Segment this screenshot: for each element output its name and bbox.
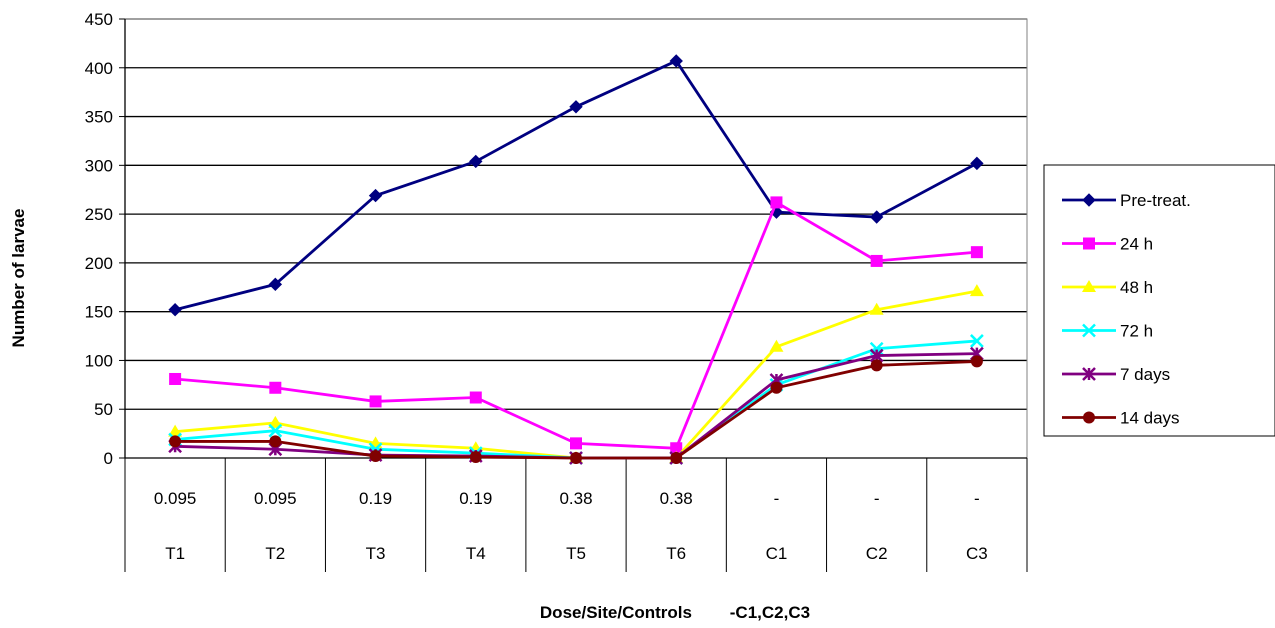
data-point: [569, 100, 583, 114]
legend-item: 24 h: [1062, 235, 1153, 254]
legend-label: 72 h: [1120, 322, 1153, 341]
data-point: [1082, 367, 1096, 381]
series-line: [174, 200, 978, 450]
category-label: T6: [666, 544, 686, 563]
data-point: [570, 452, 582, 464]
dose-label: 0.38: [660, 489, 693, 508]
data-point: [168, 303, 182, 317]
data-point: [168, 424, 183, 437]
data-point: [469, 451, 482, 464]
category-label: C3: [966, 544, 988, 563]
y-tick-label: 350: [85, 108, 113, 127]
category-label: T3: [366, 544, 386, 563]
legend: Pre-treat. 24 h 48 h 72 h 7 days 14 days: [1043, 164, 1275, 437]
legend-item: 14 days: [1062, 409, 1180, 428]
y-tick-label: 450: [85, 10, 113, 29]
data-point: [869, 302, 884, 315]
data-point: [670, 452, 683, 464]
data-point: [169, 435, 182, 448]
data-point: [770, 381, 783, 394]
y-tick-label: 250: [85, 205, 113, 224]
y-axis-ticks: 0 50 100 150 200 250 300 350 400 450: [85, 10, 125, 468]
data-point: [870, 254, 883, 267]
gridlines: [125, 18, 1027, 410]
legend-label: 7 days: [1120, 365, 1170, 384]
data-point: [269, 435, 282, 448]
legend-label: 24 h: [1120, 235, 1153, 254]
data-point: [268, 415, 283, 428]
data-point: [1082, 280, 1096, 292]
data-point: [369, 450, 382, 463]
series-pre-treat: [168, 54, 984, 317]
y-tick-label: 50: [94, 400, 113, 419]
dose-label: 0.095: [254, 489, 297, 508]
legend-item: 7 days: [1062, 365, 1170, 384]
category-label: C1: [766, 544, 788, 563]
dose-label: 0.19: [459, 489, 492, 508]
series-14-days: [169, 355, 983, 464]
legend-item: Pre-treat.: [1062, 191, 1191, 210]
y-tick-label: 400: [85, 59, 113, 78]
legend-box: [1043, 164, 1275, 437]
data-point: [870, 359, 883, 372]
y-tick-label: 0: [104, 449, 113, 468]
data-point: [570, 437, 582, 450]
legend-entries: Pre-treat. 24 h 48 h 72 h 7 days 14 days: [1062, 191, 1191, 428]
category-label: T4: [466, 544, 486, 563]
data-point: [669, 54, 683, 68]
category-label: T5: [566, 544, 586, 563]
data-point: [1083, 411, 1095, 424]
legend-label: 14 days: [1120, 409, 1180, 428]
data-point: [268, 277, 283, 292]
series-group: [168, 54, 984, 465]
data-point: [970, 246, 983, 259]
data-point: [469, 154, 483, 169]
category-label: T1: [165, 544, 185, 563]
dose-label: -: [874, 489, 880, 508]
series-48-h: [168, 284, 984, 463]
category-label: C2: [866, 544, 888, 563]
plot-frame: [124, 18, 1028, 459]
plot-area-border: [124, 18, 1028, 459]
data-point: [169, 372, 182, 385]
y-tick-label: 300: [85, 156, 113, 175]
dose-label: -: [774, 489, 780, 508]
y-tick-label: 100: [85, 351, 113, 370]
data-point: [770, 196, 783, 209]
data-point: [970, 355, 983, 368]
data-point: [269, 381, 282, 394]
data-point: [469, 391, 482, 404]
y-axis-title: Number of larvae: [9, 209, 28, 348]
legend-label: Pre-treat.: [1120, 191, 1191, 210]
data-point: [368, 188, 383, 203]
data-point: [1083, 237, 1095, 250]
dose-label: -: [974, 489, 980, 508]
data-point: [1082, 323, 1096, 338]
dose-label: 0.095: [154, 489, 197, 508]
dose-label: 0.38: [559, 489, 592, 508]
data-point: [268, 423, 283, 438]
legend-item: 48 h: [1062, 278, 1153, 297]
y-tick-label: 150: [85, 303, 113, 322]
data-point: [970, 334, 984, 348]
data-point: [670, 442, 683, 455]
category-table: 0.095 T1 0.095 T2 0.19 T3 0.19 T4 0.38 T5 0.38 T6 - C…: [124, 458, 1028, 572]
data-point: [869, 210, 884, 224]
category-label: T2: [265, 544, 285, 563]
legend-item: 72 h: [1062, 322, 1153, 341]
series-line: [174, 59, 978, 312]
series-24-h: [169, 196, 983, 455]
y-tick-label: 200: [85, 254, 113, 273]
x-axis-title: Dose/Site/Controls -C1,C2,C3: [540, 603, 810, 622]
data-point: [769, 339, 784, 352]
legend-label: 48 h: [1120, 278, 1153, 297]
data-point: [1082, 193, 1096, 207]
data-point: [969, 284, 984, 297]
data-point: [970, 156, 984, 171]
dose-label: 0.19: [359, 489, 392, 508]
data-point: [369, 395, 382, 408]
